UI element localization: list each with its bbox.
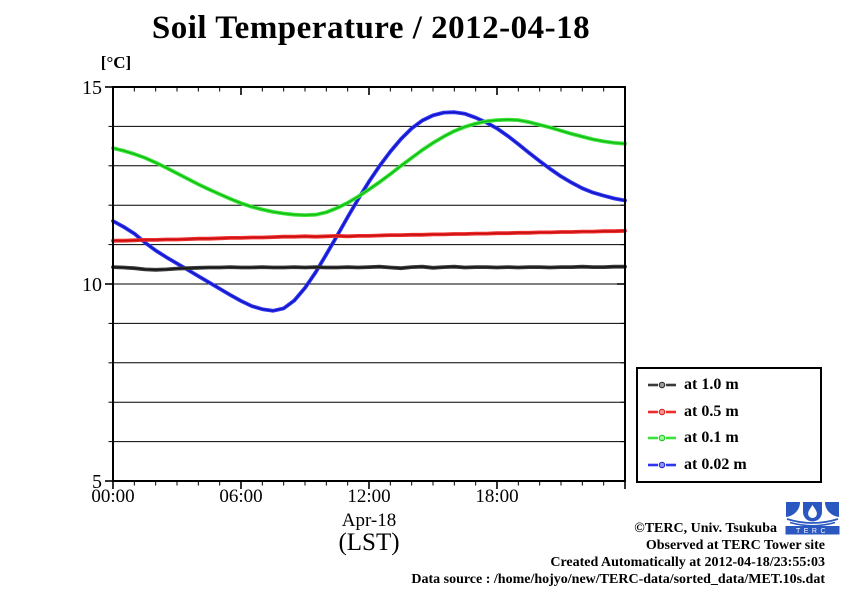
legend-label: at 1.0 m (684, 376, 739, 394)
x-axis-timezone-label: (LST) (338, 529, 400, 556)
legend-label: at 0.5 m (684, 402, 739, 420)
legend-label: at 0.02 m (684, 455, 747, 473)
x-tick-label: 18:00 (475, 486, 518, 507)
credit-created: Created Automatically at 2012-04-18/23:5… (550, 555, 825, 570)
legend-item: at 0.02 m (647, 456, 820, 474)
chart-title: Soil Temperature / 2012-04-18 (151, 10, 591, 46)
legend-line-sample-icon (648, 408, 676, 415)
legend-item: at 0.5 m (647, 403, 820, 421)
terc-logo-text: TERC (796, 528, 829, 535)
series-core-0.1m (112, 119, 626, 216)
series-core-1m (112, 266, 625, 271)
series-core-0.5m (113, 230, 626, 242)
x-tick-label: 06:00 (219, 486, 262, 507)
legend: at 1.0 m at 0.5 m at 0.1 m at (636, 367, 822, 483)
legend-item: at 1.0 m (647, 376, 820, 394)
legend-line-sample-icon (648, 461, 676, 468)
credit-copyright: ©TERC, Univ. Tsukuba (634, 521, 777, 536)
legend-item: at 0.1 m (647, 429, 820, 447)
legend-line-sample-icon (648, 435, 676, 442)
legend-line-sample-icon (648, 382, 676, 389)
y-tick-label: 15 (82, 77, 102, 99)
x-tick-label: 12:00 (347, 486, 390, 507)
credit-data-source: Data source : /home/hojyo/new/TERC-data/… (411, 572, 825, 587)
series-line-0.02m (111, 110, 627, 313)
y-tick-label: 10 (82, 274, 102, 296)
x-axis-date-label: Apr-18 (341, 510, 397, 531)
y-tick-label: 5 (92, 471, 102, 493)
credits-block: ©TERC, Univ. Tsukuba Observed at TERC To… (265, 520, 825, 588)
credit-observed: Observed at TERC Tower site (645, 538, 825, 553)
legend-label: at 0.1 m (684, 429, 739, 447)
series-core-0.02m (112, 111, 626, 312)
y-axis-unit-label: [°C] (100, 53, 132, 72)
x-tick-label: 00:00 (91, 486, 134, 507)
terc-logo-icon: TERC (785, 502, 840, 535)
